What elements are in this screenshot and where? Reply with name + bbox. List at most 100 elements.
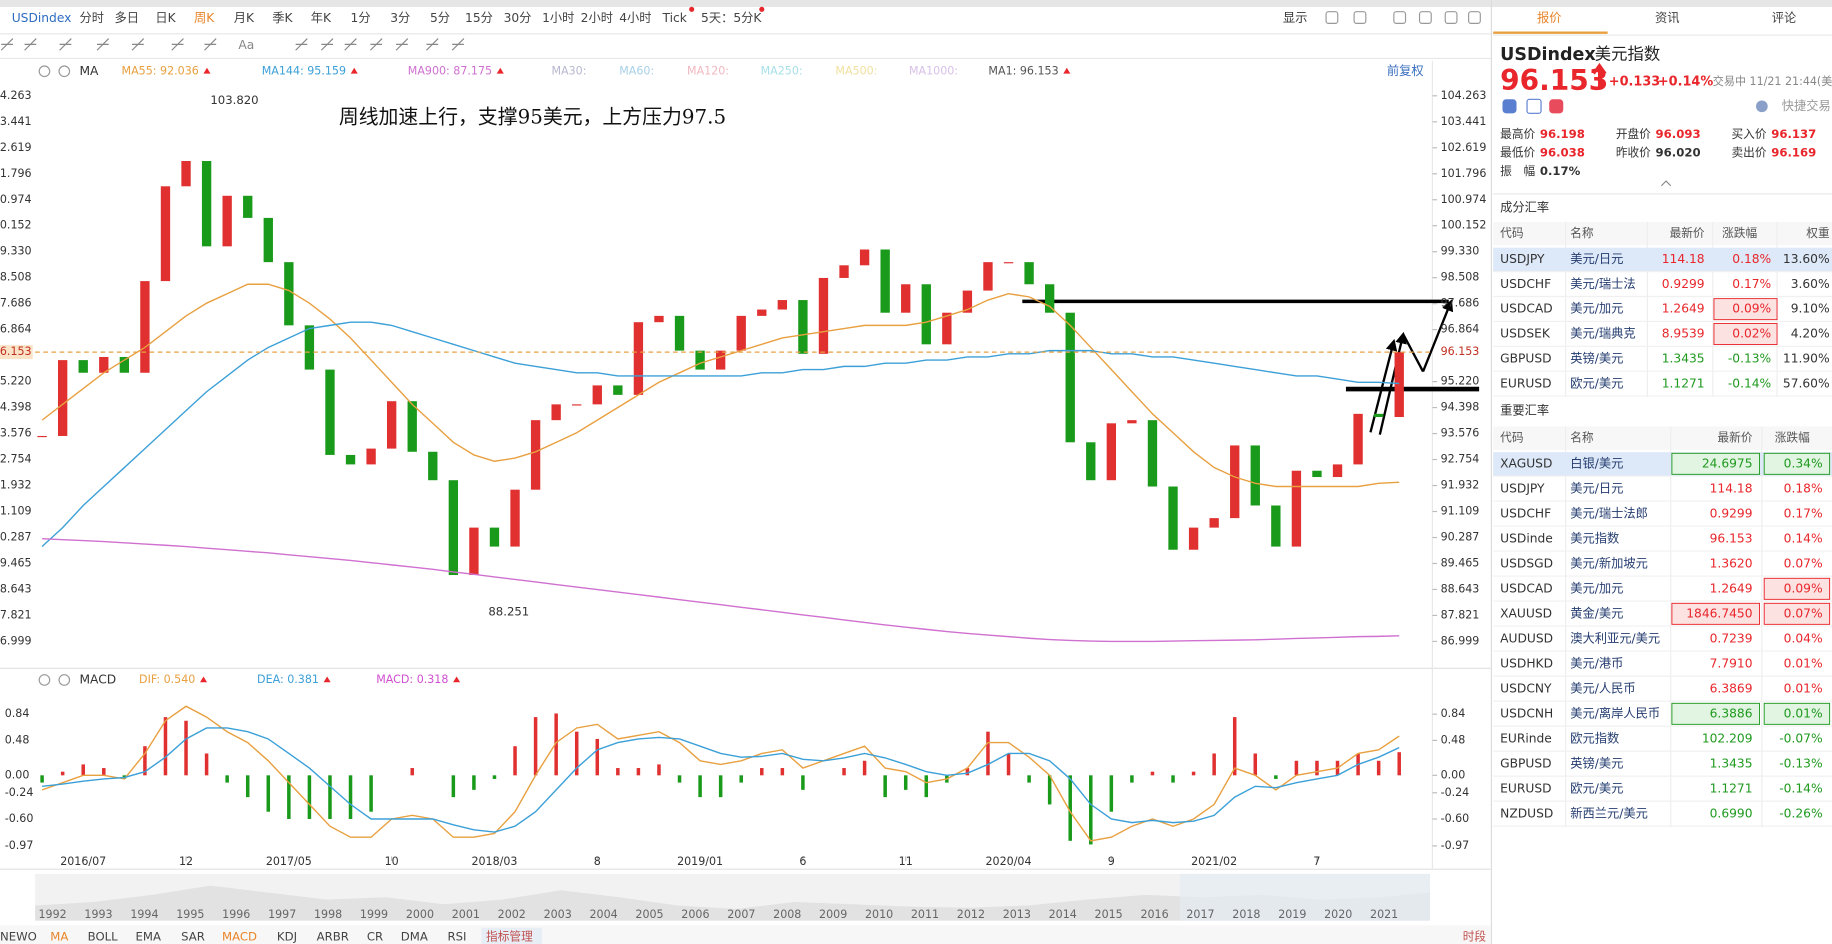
indicator-tab[interactable]: DMA xyxy=(401,929,428,943)
row-name[interactable]: 欧元指数 xyxy=(1570,730,1619,745)
indicator-tab[interactable]: MA xyxy=(50,929,68,943)
display-menu[interactable]: 显示 xyxy=(1283,11,1308,25)
settings-icon[interactable] xyxy=(38,65,51,78)
period-tab[interactable]: 1分 xyxy=(351,11,371,25)
row-name[interactable]: 欧元/美元 xyxy=(1570,376,1623,390)
row-name[interactable]: 黄金/美元 xyxy=(1570,605,1623,620)
period-tab[interactable]: 2小时 xyxy=(581,11,613,25)
row-code[interactable]: AUDUSD xyxy=(1500,631,1553,645)
session-tab[interactable]: 时段 xyxy=(1463,929,1487,943)
settings-icon[interactable] xyxy=(38,674,51,686)
indicator-tab[interactable]: SAR xyxy=(181,929,205,943)
period-tab[interactable]: 季K xyxy=(272,11,293,25)
row-code[interactable]: EURinde xyxy=(1500,731,1552,745)
navigator-window[interactable] xyxy=(1180,873,1431,921)
period-tab[interactable]: 1小时 xyxy=(542,11,574,25)
period-tab[interactable]: 5分 xyxy=(430,11,450,25)
draw-tool[interactable] xyxy=(131,38,145,51)
row-name[interactable]: 美元/瑞士法 xyxy=(1570,277,1635,291)
symbol[interactable]: USDindex xyxy=(12,11,72,25)
row-name[interactable]: 美元/港币 xyxy=(1570,656,1623,670)
indicator-manage[interactable]: 指标管理 xyxy=(486,929,533,943)
row-code[interactable]: NZDUSD xyxy=(1500,806,1553,820)
row-name[interactable]: 英镑/美元 xyxy=(1570,350,1623,365)
tool-icon[interactable] xyxy=(1325,11,1339,24)
row-code[interactable]: USDCHF xyxy=(1500,506,1551,520)
row-code[interactable]: USDJPY xyxy=(1500,481,1545,495)
draw-tool[interactable] xyxy=(0,38,14,51)
row-code[interactable]: USDCHF xyxy=(1500,277,1551,291)
tool-icon[interactable] xyxy=(1444,11,1458,24)
row-code[interactable]: EURUSD xyxy=(1500,781,1551,795)
quick-trade[interactable]: 快捷交易 xyxy=(1782,98,1831,113)
row-name[interactable]: 美元/日元 xyxy=(1570,252,1623,266)
panel-tab[interactable]: 评论 xyxy=(1772,11,1797,25)
indicator-tab[interactable]: MACD xyxy=(222,929,257,943)
indicator-tab[interactable]: KDJ xyxy=(277,929,297,943)
period-tab[interactable]: 3分 xyxy=(390,11,410,25)
row-name[interactable]: 美元指数 xyxy=(1570,530,1619,545)
row-name[interactable]: 美元/新加坡元 xyxy=(1570,555,1648,570)
restore-mode[interactable]: 前复权 xyxy=(1387,63,1424,78)
row-name[interactable]: 美元/人民币 xyxy=(1570,681,1635,695)
tool-icon[interactable] xyxy=(1468,11,1481,24)
row-code[interactable]: USDSGD xyxy=(1500,556,1553,570)
row-code[interactable]: XAGUSD xyxy=(1500,456,1552,470)
period-tab[interactable]: 多日 xyxy=(115,11,140,25)
row-code[interactable]: USDCNY xyxy=(1500,681,1552,695)
draw-tool[interactable] xyxy=(24,38,37,51)
row-code[interactable]: USDCNH xyxy=(1500,706,1553,720)
indicator-tab[interactable]: EMA xyxy=(136,929,161,943)
panel-tab[interactable]: 资讯 xyxy=(1655,11,1680,25)
tool-icon[interactable] xyxy=(1393,11,1407,24)
period-tab[interactable]: 周K xyxy=(194,11,215,25)
period-tab[interactable]: Tick xyxy=(661,11,687,25)
panel-tab[interactable]: 报价 xyxy=(1537,10,1562,25)
close-icon[interactable] xyxy=(58,65,71,78)
row-code[interactable]: XAUUSD xyxy=(1500,606,1552,620)
row-name[interactable]: 欧元/美元 xyxy=(1570,781,1623,795)
draw-tool[interactable] xyxy=(171,38,184,51)
indicator-tab[interactable]: CR xyxy=(367,929,383,943)
tool-icon[interactable] xyxy=(1353,11,1367,24)
row-name[interactable]: 美元/加元 xyxy=(1570,302,1623,316)
period-tab[interactable]: 年K xyxy=(311,11,332,25)
indicator-name[interactable]: MACD xyxy=(79,672,116,686)
row-code[interactable]: USDCAD xyxy=(1500,302,1553,316)
row-name[interactable]: 美元/日元 xyxy=(1570,481,1623,495)
tool-icon[interactable] xyxy=(1418,11,1432,24)
indicator-tab[interactable]: BOLL xyxy=(88,929,118,943)
row-code[interactable]: USDinde xyxy=(1500,531,1553,545)
draw-tool[interactable] xyxy=(344,38,357,51)
indicator-tab[interactable]: ARBR xyxy=(317,929,349,943)
draw-tool[interactable] xyxy=(395,38,409,51)
icon[interactable] xyxy=(1526,98,1542,114)
row-code[interactable]: GBPUSD xyxy=(1500,756,1551,770)
draw-tool[interactable] xyxy=(59,38,72,51)
row-code[interactable]: USDHKD xyxy=(1500,656,1553,670)
row-name[interactable]: 英镑/美元 xyxy=(1570,755,1623,770)
row-name[interactable]: 白银/美元 xyxy=(1570,455,1623,470)
row-name[interactable]: 美元/瑞士法郎 xyxy=(1570,506,1648,520)
indicator-tab[interactable]: NEWO xyxy=(0,929,37,943)
row-name[interactable]: 美元/离岸人民币 xyxy=(1570,705,1660,720)
draw-tool[interactable] xyxy=(320,38,334,51)
period-tab[interactable]: 日K xyxy=(155,11,176,25)
bell-icon[interactable] xyxy=(1756,100,1768,113)
row-code[interactable]: USDSEK xyxy=(1500,327,1551,341)
collapse[interactable] xyxy=(1660,180,1672,187)
icon[interactable] xyxy=(1549,99,1564,114)
draw-tool[interactable] xyxy=(426,38,439,51)
draw-tool[interactable] xyxy=(204,38,217,51)
draw-tool[interactable]: Aa xyxy=(238,38,254,52)
period-tab[interactable]: 15分 xyxy=(465,11,493,25)
period-tab[interactable]: 5天：5分K xyxy=(701,11,762,25)
period-tab[interactable]: 4小时 xyxy=(619,11,651,25)
row-code[interactable]: USDCAD xyxy=(1500,581,1553,595)
row-code[interactable]: EURUSD xyxy=(1500,376,1551,390)
period-tab[interactable]: 分时 xyxy=(79,11,104,25)
row-name[interactable]: 美元/加元 xyxy=(1570,581,1623,595)
close-icon[interactable] xyxy=(58,674,71,686)
row-name[interactable]: 新西兰元/美元 xyxy=(1570,805,1648,820)
indicator-tab[interactable]: RSI xyxy=(448,929,467,943)
